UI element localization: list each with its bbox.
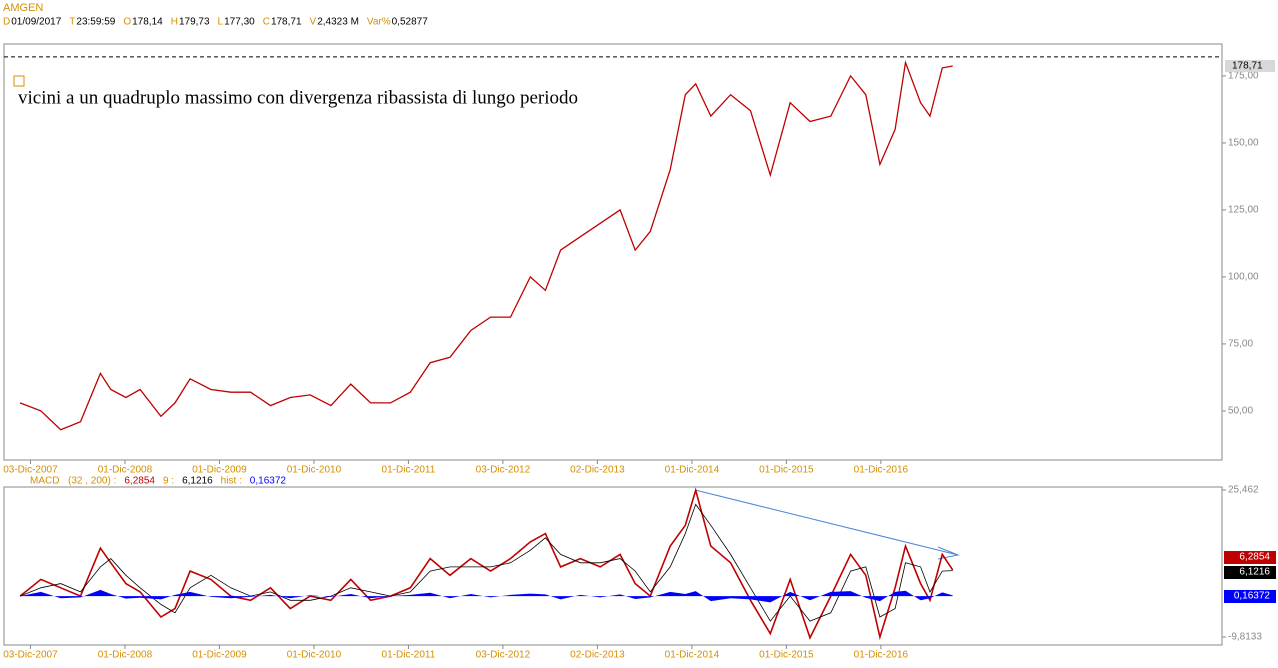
field-label: L <box>218 17 224 28</box>
field-value: 23:59:59 <box>76 17 115 28</box>
x-tick-label: 03-Dic-2007 <box>3 465 58 476</box>
legend-name: MACD <box>30 476 59 487</box>
field-label: D <box>3 17 10 28</box>
annotation-icon <box>13 75 25 87</box>
x-tick-label: 01-Dic-2014 <box>665 465 720 476</box>
title: AMGEN <box>3 2 43 14</box>
y-tick-label: 75,00 <box>1228 339 1253 350</box>
x-tick-label: 03-Dic-2012 <box>476 465 531 476</box>
value-box <box>1224 590 1276 603</box>
trend-line <box>694 489 959 556</box>
x-tick-label: 01-Dic-2016 <box>854 650 909 661</box>
x-tick-label: 01-Dic-2016 <box>854 465 909 476</box>
x-tick-label: 01-Dic-2009 <box>192 465 247 476</box>
last-price-label: 178,71 <box>1232 61 1263 72</box>
last-price-box <box>1225 59 1275 72</box>
info-bar: D 01/09/2017 T 23:59:59 O 178,14 H 179,73 L 177,3… <box>3 17 428 28</box>
y-tick-label: 175,00 <box>1228 71 1259 82</box>
x-tick-label: 01-Dic-2010 <box>287 465 342 476</box>
legend-params: (32 , 200) : <box>68 476 116 487</box>
x-tick-label: 01-Dic-2008 <box>98 465 153 476</box>
value-box <box>1224 566 1276 579</box>
macd-panel <box>3 486 1223 646</box>
price-panel <box>3 43 1223 461</box>
legend-name: 9 : <box>163 476 174 487</box>
legend-value: 0,16372 <box>250 476 287 487</box>
value-box <box>1224 551 1276 564</box>
y-tick-label: -9,8133 <box>1228 632 1262 643</box>
y-tick-label: 100,00 <box>1228 272 1259 283</box>
trend-arrow <box>694 489 960 560</box>
value-box-label: 6,2854 <box>1239 552 1270 563</box>
macd-line <box>19 503 953 622</box>
field-value: 178,71 <box>271 17 302 28</box>
field-label: V <box>310 17 317 28</box>
x-tick-label: 01-Dic-2011 <box>382 465 436 476</box>
field-label: O <box>123 17 131 28</box>
x-tick-label: 01-Dic-2015 <box>759 650 814 661</box>
y-tick-label: 50,00 <box>1228 406 1253 417</box>
value-box-label: 6,1216 <box>1239 567 1270 578</box>
legend-value: 6,2854 <box>124 476 155 487</box>
x-tick-label: 01-Dic-2010 <box>287 650 342 661</box>
field-value: 177,30 <box>224 17 255 28</box>
annotation: vicini a un quadruplo massimo con diverg… <box>18 87 578 108</box>
x-tick-label: 01-Dic-2009 <box>192 650 247 661</box>
field-label: C <box>263 17 270 28</box>
macd-line <box>19 487 954 641</box>
x-tick-label: 03-Dic-2012 <box>476 650 531 661</box>
x-tick-label: 01-Dic-2014 <box>665 650 720 661</box>
field-value: 0,52877 <box>392 17 429 28</box>
macd-legend: MACD (32 , 200) : 6,2854 9 : 6,1216 hist : 0,1… <box>30 476 286 487</box>
x-tick-label: 01-Dic-2015 <box>759 465 814 476</box>
x-tick-label: 02-Dic-2013 <box>570 650 625 661</box>
y-tick-label: 150,00 <box>1228 138 1259 149</box>
legend-value: 6,1216 <box>182 476 213 487</box>
field-value: 178,14 <box>132 17 163 28</box>
legend-name: hist : <box>221 476 242 487</box>
field-value: 179,73 <box>179 17 210 28</box>
x-tick-label: 01-Dic-2011 <box>382 650 436 661</box>
field-label: Var% <box>367 17 391 28</box>
value-box-label: 0,16372 <box>1234 591 1271 602</box>
x-tick-label: 03-Dic-2007 <box>3 650 58 661</box>
field-value: 2,4323 M <box>317 17 359 28</box>
field-label: T <box>69 17 75 28</box>
field-value: 01/09/2017 <box>11 17 61 28</box>
field-label: H <box>171 17 178 28</box>
y-tick-label: 25,462 <box>1228 485 1259 496</box>
x-tick-label: 01-Dic-2008 <box>98 650 153 661</box>
x-tick-label: 02-Dic-2013 <box>570 465 625 476</box>
y-tick-label: 125,00 <box>1228 205 1259 216</box>
price-line <box>19 59 953 431</box>
histogram-area <box>20 589 953 603</box>
